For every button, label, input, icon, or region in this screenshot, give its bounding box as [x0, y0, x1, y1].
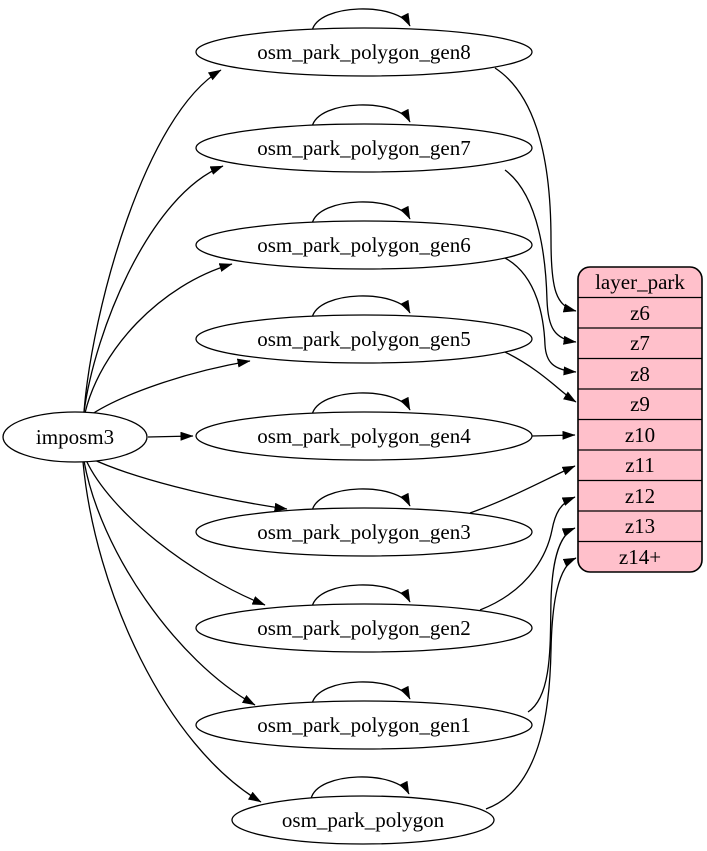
record-row-z12: z12: [625, 484, 655, 508]
self-loop-gen6: [311, 201, 411, 225]
record-row-z8: z8: [630, 362, 650, 386]
gen1-ellipse: [195, 700, 533, 750]
gen6-ellipse: [195, 220, 533, 270]
edge-gen7-to-z7: [504, 169, 577, 345]
self-loop-gen2: [311, 584, 411, 608]
node-layer-park: layer_park z6 z7 z8 z9 z10 z11 z12 z13 z…: [577, 266, 703, 573]
self-loop-gen1: [311, 681, 411, 705]
gen8-label: osm_park_polygon_gen8: [257, 40, 470, 64]
gen3-label: osm_park_polygon_gen3: [257, 520, 470, 544]
edge-imposm3-to-gen3: [89, 457, 288, 512]
record-row-z9: z9: [630, 392, 650, 416]
gen4-label: osm_park_polygon_gen4: [257, 424, 471, 448]
layer-park-title: layer_park: [595, 270, 685, 294]
edge-group-self-loops: [310, 8, 411, 800]
edge-imposm3-to-polygon: [82, 461, 262, 803]
imposm3-ellipse: [2, 411, 148, 463]
node-osm-park-polygon-gen2: osm_park_polygon_gen2: [195, 603, 533, 653]
record-row-z13: z13: [625, 514, 655, 538]
gen2-ellipse: [195, 603, 533, 653]
gen1-label: osm_park_polygon_gen1: [257, 713, 470, 737]
edge-group-source-to-tables: [82, 69, 288, 803]
self-loop-gen5: [311, 295, 411, 319]
gen5-ellipse: [195, 314, 533, 364]
gen6-label: osm_park_polygon_gen6: [257, 233, 470, 257]
record-row-z14: z14+: [619, 545, 661, 569]
edge-gen8-to-z6: [494, 67, 577, 313]
polygon-label: osm_park_polygon: [282, 808, 445, 832]
imposm3-label: imposm3: [36, 425, 114, 449]
gen4-ellipse: [195, 411, 533, 461]
edge-gen1-to-z13: [527, 527, 576, 713]
gen2-label: osm_park_polygon_gen2: [257, 616, 470, 640]
edge-imposm3-to-gen2: [85, 459, 266, 606]
edge-gen5-to-z9: [504, 351, 577, 403]
edge-gen2-to-z12: [479, 496, 576, 611]
self-loop-gen7: [311, 104, 411, 128]
node-osm-park-polygon-gen3: osm_park_polygon_gen3: [195, 507, 533, 557]
record-row-z10: z10: [625, 423, 655, 447]
self-loop-gen8: [311, 8, 411, 32]
node-osm-park-polygon-gen1: osm_park_polygon_gen1: [195, 700, 533, 750]
record-row-z11: z11: [625, 453, 655, 477]
self-loop-gen3: [311, 488, 411, 512]
edge-imposm3-to-gen4: [147, 431, 194, 441]
node-imposm3: imposm3: [2, 411, 148, 463]
edge-group-tables-to-record: [469, 67, 577, 810]
edge-polygon-to-z14: [485, 557, 577, 810]
edge-imposm3-to-gen6: [84, 263, 233, 414]
node-osm-park-polygon-gen4: osm_park_polygon_gen4: [195, 411, 533, 461]
node-osm-park-polygon: osm_park_polygon: [231, 795, 495, 845]
edge-gen6-to-z8: [504, 257, 577, 376]
edge-imposm3-to-gen7: [83, 165, 224, 413]
record-row-z7: z7: [630, 331, 650, 355]
edge-gen3-to-z11: [469, 465, 576, 514]
edge-imposm3-to-gen8: [83, 69, 222, 413]
node-osm-park-polygon-gen6: osm_park_polygon_gen6: [195, 220, 533, 270]
self-loop-polygon: [310, 776, 410, 800]
node-osm-park-polygon-gen5: osm_park_polygon_gen5: [195, 314, 533, 364]
gen5-label: osm_park_polygon_gen5: [257, 327, 470, 351]
node-osm-park-polygon-gen7: osm_park_polygon_gen7: [195, 123, 533, 173]
edge-imposm3-to-gen5: [88, 358, 251, 417]
gen8-ellipse: [195, 27, 533, 77]
gen7-ellipse: [195, 123, 533, 173]
gen3-ellipse: [195, 507, 533, 557]
record-row-z6: z6: [630, 301, 650, 325]
edge-imposm3-to-gen1: [83, 460, 256, 706]
self-loop-gen4: [311, 392, 411, 416]
gen7-label: osm_park_polygon_gen7: [257, 136, 470, 160]
node-osm-park-polygon-gen8: osm_park_polygon_gen8: [195, 27, 533, 77]
edge-gen4-to-z10: [531, 430, 576, 440]
polygon-ellipse: [231, 795, 495, 845]
